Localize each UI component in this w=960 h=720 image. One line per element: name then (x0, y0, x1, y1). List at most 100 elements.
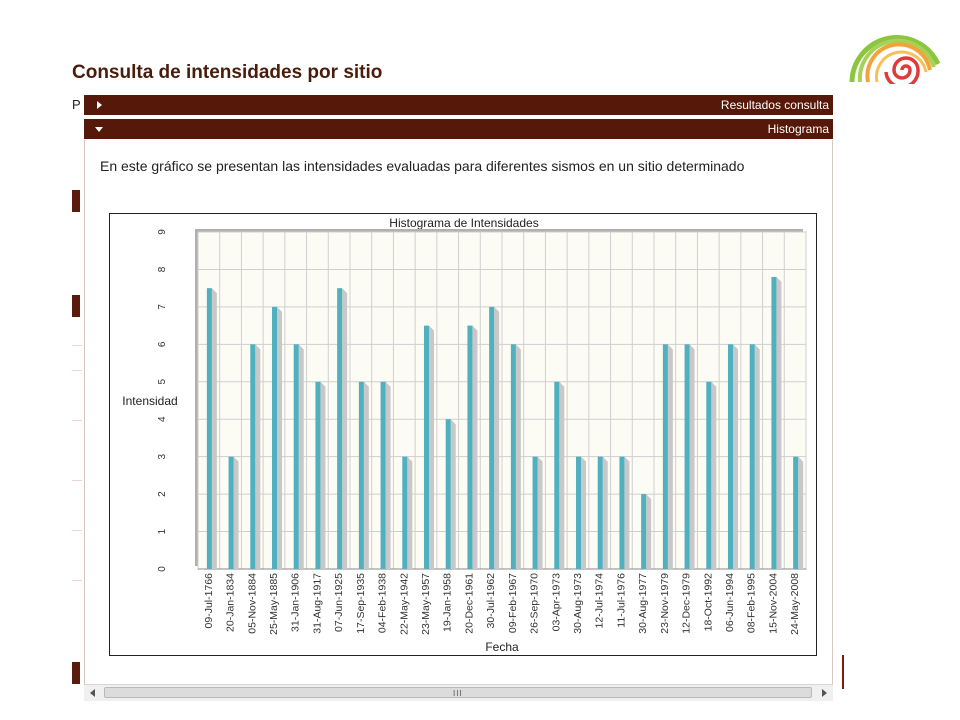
y-tick-label: 4 (157, 416, 168, 422)
x-tick-label: 11-Jul-1976 (615, 573, 627, 628)
collapse-arrow-icon (95, 127, 103, 132)
background-row-line (72, 480, 82, 481)
bar (402, 456, 408, 569)
x-tick-label: 05-Nov-1884 (246, 573, 258, 634)
x-tick-label: 22-May-1942 (398, 573, 410, 635)
bar-shadow (450, 419, 456, 569)
x-tick-label: 31-Jan-1906 (290, 573, 302, 632)
y-tick-label: 2 (157, 491, 168, 497)
scroll-left-icon[interactable] (90, 689, 95, 697)
x-tick-label: 04-Feb-1938 (377, 573, 389, 633)
bar-shadow (320, 381, 326, 569)
bar-shadow (798, 456, 804, 569)
background-panel-edge (72, 662, 80, 684)
y-tick-label: 9 (157, 229, 168, 235)
expand-arrow-icon (97, 101, 102, 109)
bar (749, 344, 755, 569)
plot-top-edge (195, 229, 803, 232)
x-axis-label: Fecha (485, 640, 519, 654)
y-axis-label: Intensidad (122, 394, 177, 408)
bar-shadow (624, 456, 630, 569)
bar-shadow (537, 456, 543, 569)
bar (510, 344, 516, 569)
bar (250, 344, 256, 569)
x-tick-label: 23-May-1957 (420, 573, 432, 635)
x-tick-label: 30-Aug-1973 (572, 573, 584, 634)
histogram-section-header[interactable]: Histograma (84, 119, 833, 139)
background-row-line (72, 420, 82, 421)
bar (706, 381, 712, 569)
chart-title: Histograma de Intensidades (389, 216, 538, 230)
x-tick-label: 03-Apr-1973 (550, 573, 562, 632)
bar (358, 381, 364, 569)
y-tick-label: 3 (157, 453, 168, 459)
bar-shadow (342, 288, 348, 569)
scroll-right-icon[interactable] (822, 689, 827, 697)
bar (662, 344, 668, 569)
x-tick-label: 07-Jun-1925 (333, 573, 345, 632)
bar (619, 456, 625, 569)
x-tick-label: 08-Feb-1995 (746, 573, 758, 633)
background-row-line (72, 345, 82, 346)
bar-shadow (494, 306, 500, 569)
bar-shadow (429, 325, 434, 569)
x-tick-label: 20-Jan-1834 (225, 573, 237, 632)
bar (576, 456, 581, 569)
spiral-logo-icon (849, 35, 941, 84)
background-row-line (72, 580, 82, 581)
bar (206, 288, 212, 569)
x-tick-label: 12-Dec-1979 (681, 573, 693, 634)
bar-shadow (515, 344, 521, 569)
bar (315, 381, 321, 569)
bar-shadow (363, 381, 369, 569)
x-tick-label: 26-Sep-1970 (529, 573, 541, 634)
x-tick-label: 15-Nov-2004 (767, 573, 779, 634)
x-tick-label: 30-Aug-1977 (637, 573, 649, 634)
bar-shadow (407, 456, 413, 569)
x-tick-label: 06-Jun-1994 (724, 573, 736, 632)
page-title: Consulta de intensidades por sitio (72, 62, 383, 83)
bar (728, 344, 733, 569)
horizontal-scrollbar[interactable]: III (84, 684, 833, 701)
bar-shadow (667, 344, 673, 569)
bar (771, 276, 777, 569)
bar (467, 325, 473, 569)
bar-shadow (711, 381, 717, 569)
bar-shadow (277, 306, 282, 569)
bar-shadow (581, 456, 586, 569)
background-panel-edge (72, 190, 80, 212)
background-panel-edge (72, 295, 80, 317)
background-row-line (72, 370, 82, 371)
bar-shadow (233, 456, 239, 569)
x-tick-label: 18-Oct-1992 (702, 573, 714, 632)
bar-shadow (646, 494, 652, 569)
x-tick-label: 09-Jul-1766 (203, 573, 215, 629)
scrollbar-grip: III (453, 689, 463, 698)
background-row-line (72, 530, 82, 531)
plot-left-edge (195, 229, 198, 566)
bar-shadow (385, 381, 391, 569)
bar (489, 306, 495, 569)
histogram-chart-svg: Histograma de Intensidades 0 1 2 3 4 5 6 7 8 9 09-J… (122, 216, 807, 654)
x-tick-label: 12-Jul-1974 (594, 573, 606, 629)
bar (272, 306, 277, 569)
y-tick-label: 8 (157, 266, 168, 272)
bar-shadow (255, 344, 261, 569)
bar (554, 381, 560, 569)
bar (293, 344, 299, 569)
bar (228, 456, 234, 569)
bar-shadow (602, 456, 608, 569)
scrollbar-thumb[interactable]: III (104, 687, 812, 698)
bar-shadow (689, 344, 695, 569)
results-section-header[interactable]: Resultados consulta (84, 95, 833, 115)
x-tick-label: 23-Nov-1979 (659, 573, 671, 634)
bar (337, 288, 343, 569)
y-tick-label: 6 (157, 341, 168, 347)
bar-shadow (298, 344, 304, 569)
background-panel-edge (832, 655, 844, 689)
bar-shadow (754, 344, 760, 569)
x-tick-label: 25-May-1885 (268, 573, 280, 635)
bar-shadow (559, 381, 565, 569)
x-tick-label: 17-Sep-1935 (355, 573, 367, 634)
bar-shadow (733, 344, 738, 569)
